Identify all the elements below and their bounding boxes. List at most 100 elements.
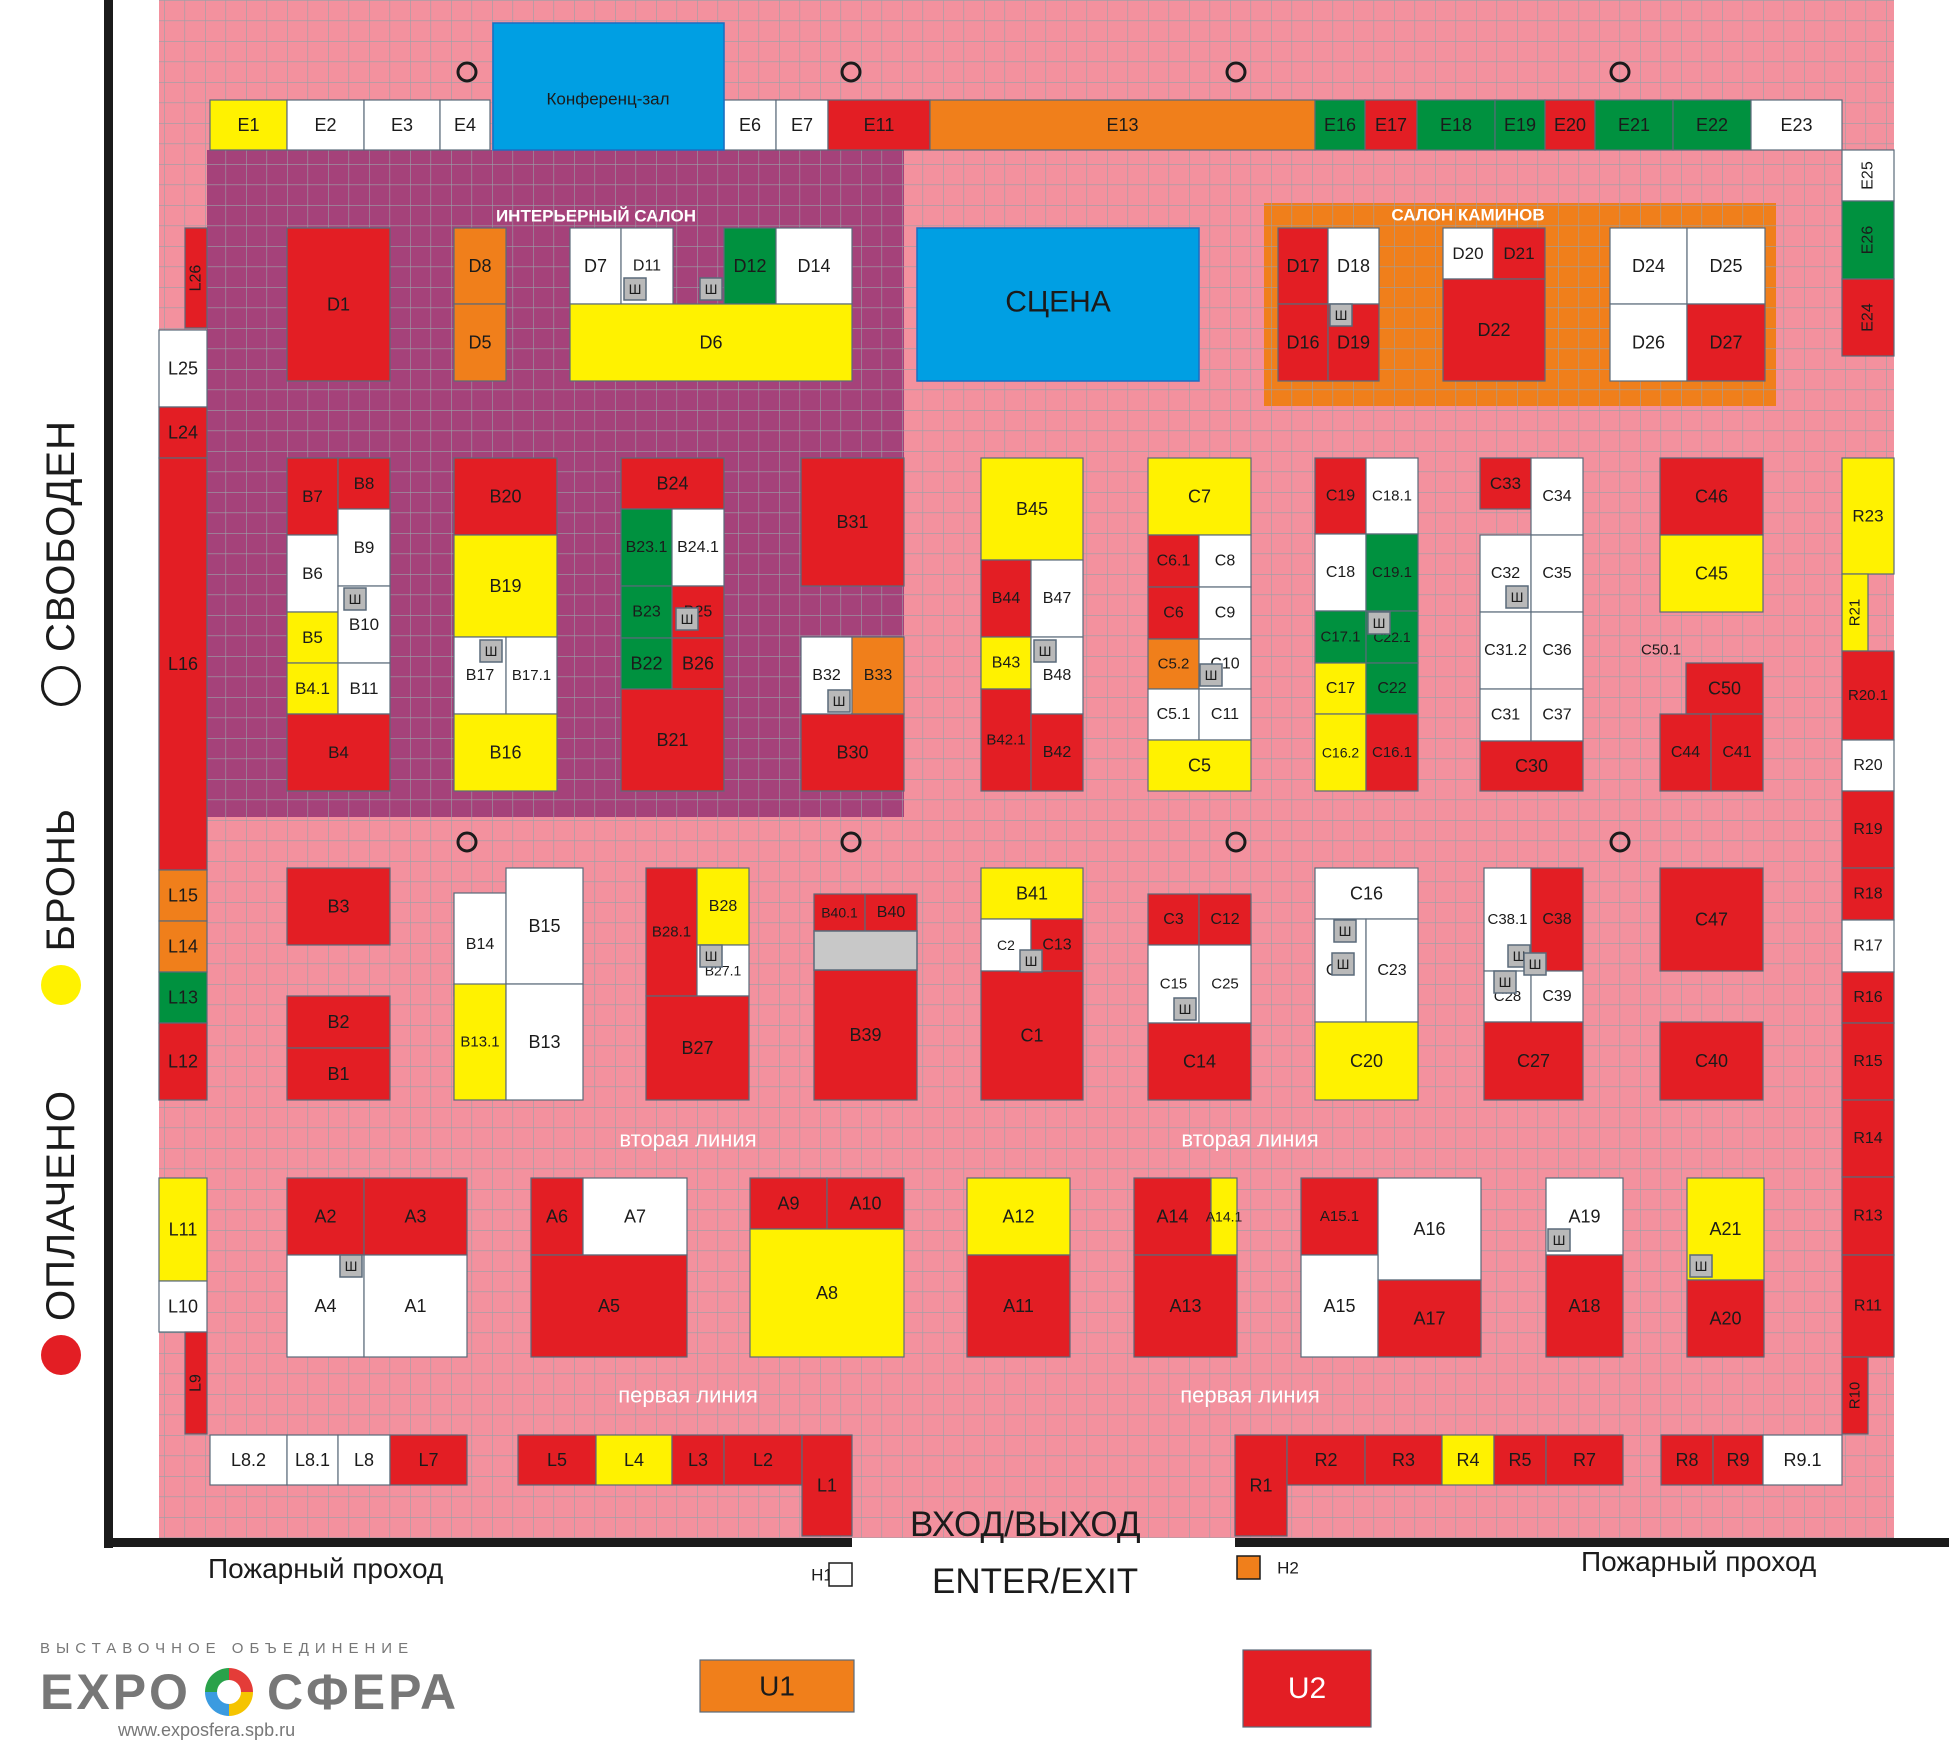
stand-b1[interactable]: B1: [286, 1047, 391, 1101]
stand-c17-1[interactable]: C17.1: [1314, 610, 1367, 664]
stand-box[interactable]: [569, 303, 853, 382]
stand-box[interactable]: [1841, 149, 1895, 202]
stand-box[interactable]: [184, 227, 208, 329]
stand-box[interactable]: [1545, 1434, 1624, 1486]
stand-box[interactable]: [1479, 740, 1584, 792]
stand-box[interactable]: [453, 227, 507, 305]
stand-box[interactable]: [286, 227, 391, 382]
stand-r15[interactable]: R15: [1841, 1022, 1895, 1101]
stand-c6-1[interactable]: C6.1: [1147, 534, 1200, 588]
stand-r18[interactable]: R18: [1841, 867, 1895, 921]
stand-c46[interactable]: C46: [1659, 457, 1764, 536]
stand-box[interactable]: [800, 457, 905, 587]
stand-a15-1[interactable]: A15.1: [1300, 1177, 1379, 1256]
stand-box[interactable]: [209, 1434, 288, 1486]
stand-box[interactable]: [827, 99, 931, 151]
stand-l9[interactable]: L9: [184, 1331, 208, 1435]
stand-d22[interactable]: D22: [1442, 278, 1546, 382]
stand-box[interactable]: [1479, 611, 1532, 690]
stand-r14[interactable]: R14: [1841, 1099, 1895, 1178]
stand-b28-1[interactable]: B28.1: [645, 867, 698, 997]
stand-box[interactable]: [1314, 533, 1367, 612]
stand-box[interactable]: [1314, 713, 1367, 792]
stand-b20[interactable]: B20: [453, 457, 558, 536]
stand-box[interactable]: [1494, 99, 1546, 151]
stand-b41[interactable]: B41: [980, 867, 1084, 920]
stand-box[interactable]: [1609, 303, 1688, 382]
stand-r19[interactable]: R19: [1841, 790, 1895, 869]
stand-d6[interactable]: D6: [569, 303, 853, 382]
stand-l3[interactable]: L3: [671, 1434, 725, 1486]
stand-box[interactable]: [1314, 457, 1367, 535]
stand-e24[interactable]: E24: [1841, 278, 1895, 357]
stand-box[interactable]: [505, 867, 584, 985]
stand-box[interactable]: [439, 99, 491, 151]
stand-box[interactable]: [1210, 1177, 1238, 1256]
stand-b4-1[interactable]: B4.1: [286, 662, 339, 715]
stand-box[interactable]: [1685, 662, 1764, 715]
stand-c22[interactable]: C22: [1365, 662, 1419, 715]
stand-box[interactable]: [1841, 650, 1895, 741]
stand-r23[interactable]: R23: [1841, 457, 1895, 575]
stand-box[interactable]: [1198, 944, 1252, 1024]
stand-b2[interactable]: B2: [286, 995, 391, 1049]
stand-box[interactable]: [1327, 227, 1380, 305]
stand-box[interactable]: [1314, 867, 1419, 920]
stand-e19[interactable]: E19: [1494, 99, 1546, 151]
stand-b44[interactable]: B44: [980, 559, 1032, 638]
stand-c31-2[interactable]: C31.2: [1479, 611, 1532, 690]
stand-box[interactable]: [1365, 533, 1419, 612]
stand-box[interactable]: [363, 99, 441, 151]
stand-e4[interactable]: E4: [439, 99, 491, 151]
stand-box[interactable]: [1841, 1356, 1869, 1435]
stand-d17[interactable]: D17: [1277, 227, 1329, 305]
stand-c1[interactable]: C1: [980, 970, 1084, 1101]
stand-l5[interactable]: L5: [517, 1434, 597, 1486]
stand-b26[interactable]: B26: [671, 637, 725, 690]
stand-b9[interactable]: B9: [337, 508, 391, 587]
stand-box[interactable]: [1198, 534, 1252, 588]
stand-box[interactable]: [530, 1254, 688, 1358]
stand-a9[interactable]: A9: [749, 1177, 828, 1230]
stand-box[interactable]: [1750, 99, 1843, 151]
stand-box[interactable]: [813, 893, 866, 932]
stand-c5-1[interactable]: C5.1: [1147, 688, 1200, 741]
stand-b27[interactable]: B27: [645, 995, 750, 1101]
stand-b40-1[interactable]: B40.1: [813, 893, 866, 932]
stand-box[interactable]: [671, 508, 725, 587]
stand-l25[interactable]: L25: [158, 329, 208, 408]
stand-box[interactable]: [980, 457, 1084, 561]
stand-a18[interactable]: A18: [1545, 1254, 1624, 1358]
stand-b31[interactable]: B31: [800, 457, 905, 587]
stand-box[interactable]: [851, 636, 905, 715]
stand-e7[interactable]: E7: [775, 99, 829, 151]
stand-b13[interactable]: B13: [505, 983, 584, 1101]
stand-l7[interactable]: L7: [389, 1434, 468, 1486]
stand-b14[interactable]: B14: [453, 892, 507, 997]
stand-box[interactable]: [505, 636, 558, 715]
stand-c36[interactable]: C36: [1530, 611, 1584, 690]
stand-box[interactable]: [158, 971, 208, 1024]
stand-box[interactable]: [184, 1331, 208, 1435]
stand-b28[interactable]: B28: [696, 867, 750, 946]
stand-c31[interactable]: C31: [1479, 688, 1532, 742]
stand-box[interactable]: [158, 1280, 208, 1333]
stand-box[interactable]: [1364, 1434, 1443, 1486]
stand-b5[interactable]: B5: [286, 611, 339, 664]
stand-b39[interactable]: B39: [813, 969, 918, 1101]
stand-e16[interactable]: E16: [1314, 99, 1366, 151]
stand-e25[interactable]: E25: [1841, 149, 1895, 202]
stand-box[interactable]: [826, 1177, 905, 1230]
stand-box[interactable]: [1659, 1021, 1764, 1101]
stand-box[interactable]: [505, 983, 584, 1101]
stand-box[interactable]: [1147, 1022, 1252, 1101]
stand-box[interactable]: [363, 1254, 468, 1358]
stand-c47[interactable]: C47: [1659, 867, 1764, 972]
stand-a5[interactable]: A5: [530, 1254, 688, 1358]
stand-box[interactable]: [1300, 1254, 1379, 1358]
stand-b42-1[interactable]: B42.1: [980, 688, 1032, 792]
stand-l4[interactable]: L4: [595, 1434, 673, 1486]
stand-box[interactable]: [671, 637, 725, 690]
stand-box[interactable]: [1545, 1254, 1624, 1358]
stand-b43[interactable]: B43: [980, 636, 1032, 690]
